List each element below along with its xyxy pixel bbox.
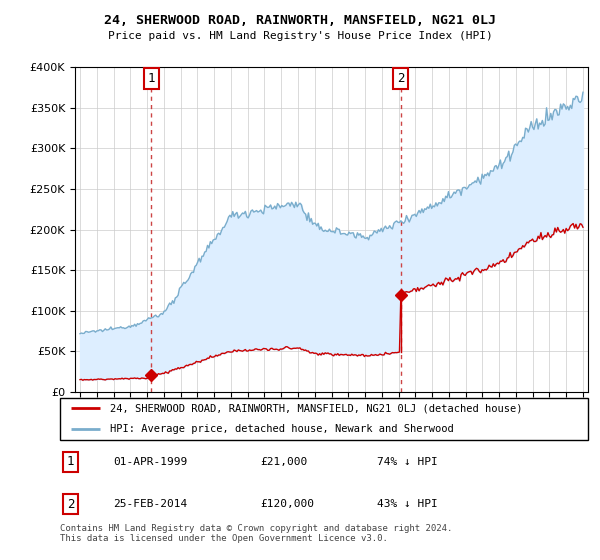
Text: 2: 2	[397, 72, 404, 85]
Text: Contains HM Land Registry data © Crown copyright and database right 2024.
This d: Contains HM Land Registry data © Crown c…	[60, 524, 452, 543]
Text: 74% ↓ HPI: 74% ↓ HPI	[377, 457, 437, 467]
Text: 01-APR-1999: 01-APR-1999	[113, 457, 187, 467]
Text: £21,000: £21,000	[260, 457, 308, 467]
Text: 1: 1	[67, 455, 74, 468]
Text: 24, SHERWOOD ROAD, RAINWORTH, MANSFIELD, NG21 0LJ (detached house): 24, SHERWOOD ROAD, RAINWORTH, MANSFIELD,…	[110, 403, 523, 413]
Text: 43% ↓ HPI: 43% ↓ HPI	[377, 499, 437, 509]
Text: Price paid vs. HM Land Registry's House Price Index (HPI): Price paid vs. HM Land Registry's House …	[107, 31, 493, 41]
Text: HPI: Average price, detached house, Newark and Sherwood: HPI: Average price, detached house, Newa…	[110, 424, 454, 434]
Text: £120,000: £120,000	[260, 499, 314, 509]
Text: 25-FEB-2014: 25-FEB-2014	[113, 499, 187, 509]
Text: 24, SHERWOOD ROAD, RAINWORTH, MANSFIELD, NG21 0LJ: 24, SHERWOOD ROAD, RAINWORTH, MANSFIELD,…	[104, 14, 496, 27]
Text: 1: 1	[148, 72, 155, 85]
Text: 2: 2	[67, 498, 74, 511]
